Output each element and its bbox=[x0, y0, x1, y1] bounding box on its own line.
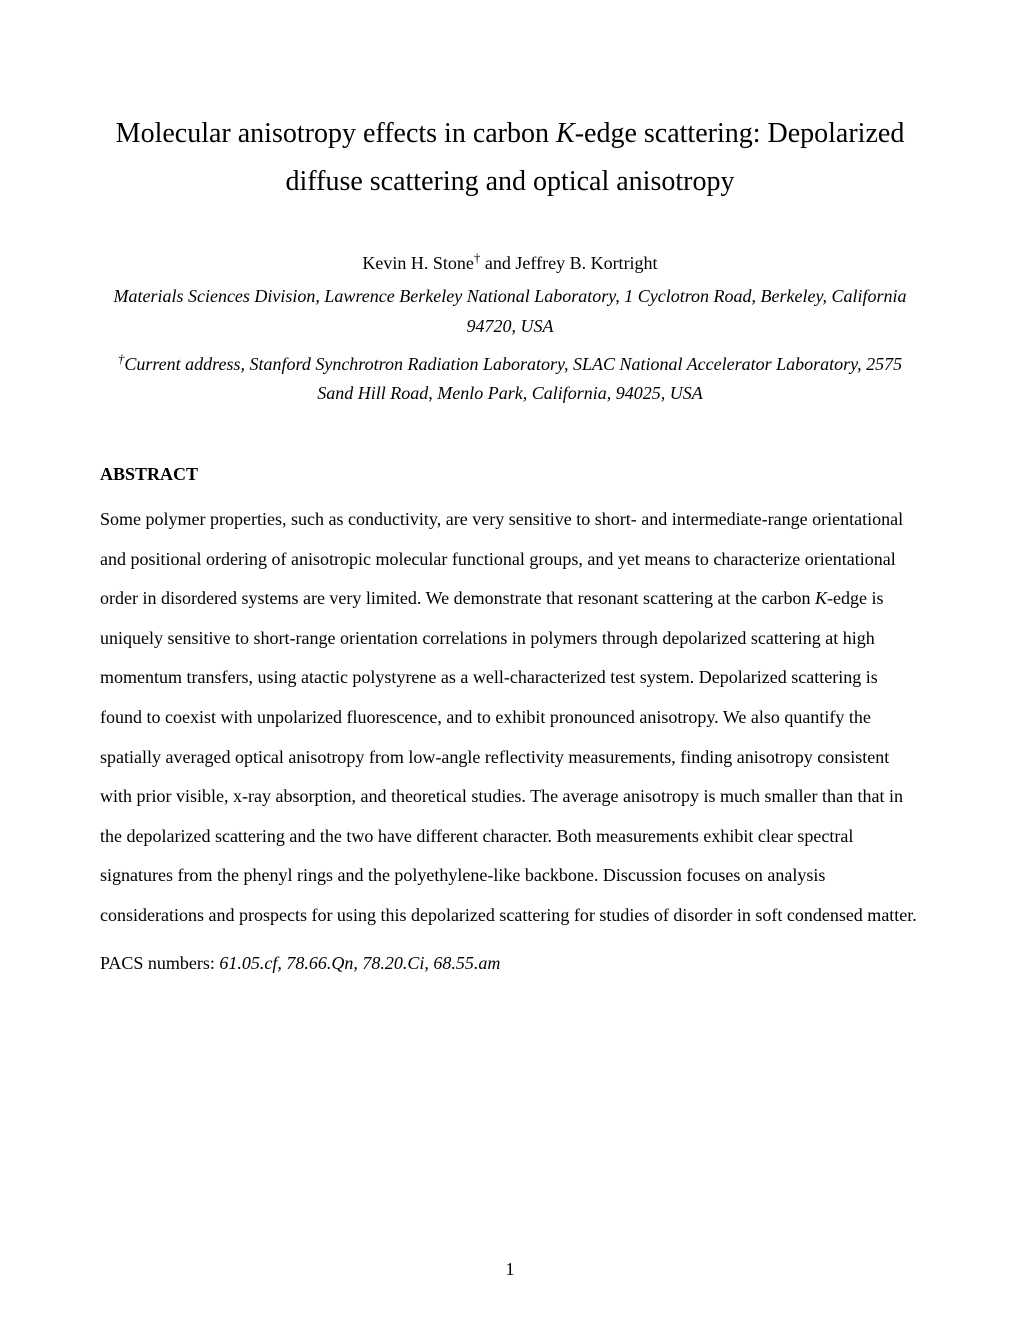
pacs-numbers: 61.05.cf, 78.66.Qn, 78.20.Ci, 68.55.am bbox=[219, 953, 500, 973]
abstract-body: Some polymer properties, such as conduct… bbox=[100, 500, 920, 936]
abstract-part-2: -edge is uniquely sensitive to short-ran… bbox=[100, 588, 917, 925]
paper-title: Molecular anisotropy effects in carbon K… bbox=[100, 110, 920, 205]
author-1-name: Kevin H. Stone bbox=[362, 253, 474, 273]
title-italic-k: K bbox=[556, 118, 575, 149]
page-number: 1 bbox=[506, 1259, 515, 1280]
abstract-italic-k: K bbox=[815, 588, 827, 608]
authors-connector: and bbox=[480, 253, 515, 273]
affiliation-2: †Current address, Stanford Synchrotron R… bbox=[100, 348, 920, 409]
author-2-name: Jeffrey B. Kortright bbox=[515, 253, 657, 273]
pacs-label: PACS numbers: bbox=[100, 953, 219, 973]
affiliation-2-text: Current address, Stanford Synchrotron Ra… bbox=[124, 354, 902, 404]
title-prefix: Molecular anisotropy effects in carbon bbox=[116, 118, 556, 149]
authors-line: Kevin H. Stone† and Jeffrey B. Kortright bbox=[100, 250, 920, 274]
pacs-line: PACS numbers: 61.05.cf, 78.66.Qn, 78.20.… bbox=[100, 953, 920, 974]
abstract-heading: ABSTRACT bbox=[100, 464, 920, 485]
abstract-part-1: Some polymer properties, such as conduct… bbox=[100, 509, 903, 608]
affiliation-1: Materials Sciences Division, Lawrence Be… bbox=[100, 282, 920, 341]
affiliation-block: Materials Sciences Division, Lawrence Be… bbox=[100, 282, 920, 409]
